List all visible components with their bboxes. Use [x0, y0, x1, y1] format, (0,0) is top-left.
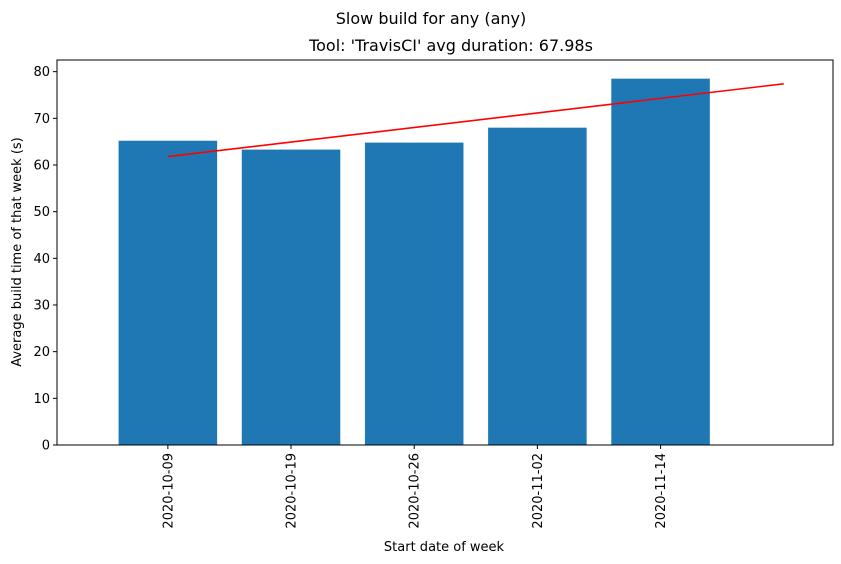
tick-layer: 0 10 20 30 40 50 60 70 80 2020-10-09 2020-10-19 202… — [33, 65, 669, 528]
x-tick-label: 2020-11-14 — [654, 453, 669, 529]
y-tick-label: 0 — [42, 439, 50, 454]
y-tick-label: 50 — [33, 205, 50, 220]
bar-2020-11-02 — [488, 127, 587, 446]
x-axis-label: Start date of week — [384, 540, 505, 555]
y-axis-label: Average build time of that week (s) — [10, 137, 25, 367]
trend-layer — [167, 83, 784, 158]
x-tick-label: 2020-11-02 — [531, 453, 546, 529]
bar-2020-10-26 — [364, 142, 464, 445]
trend-line — [167, 83, 784, 158]
y-tick-label: 20 — [33, 345, 50, 360]
bar-2020-11-14 — [611, 78, 710, 446]
x-tick-label: 2020-10-19 — [285, 453, 300, 529]
y-tick-label: 10 — [33, 392, 50, 407]
y-tick-label: 60 — [33, 159, 50, 174]
bar-2020-10-09 — [118, 140, 218, 445]
x-tick-label: 2020-10-09 — [161, 453, 176, 529]
y-tick-label: 30 — [33, 299, 50, 314]
axis-layer — [56, 59, 834, 446]
y-tick-label: 80 — [33, 65, 50, 80]
chart-title: Slow build for any (any) — [336, 9, 526, 28]
bars-layer — [118, 78, 710, 446]
plot-frame — [56, 59, 834, 446]
bar-2020-10-19 — [241, 149, 341, 445]
y-tick-label: 70 — [33, 112, 50, 127]
x-tick-label: 2020-10-26 — [408, 453, 423, 529]
y-tick-label: 40 — [33, 252, 50, 267]
chart-subtitle: Tool: 'TravisCI' avg duration: 67.98s — [308, 36, 593, 55]
